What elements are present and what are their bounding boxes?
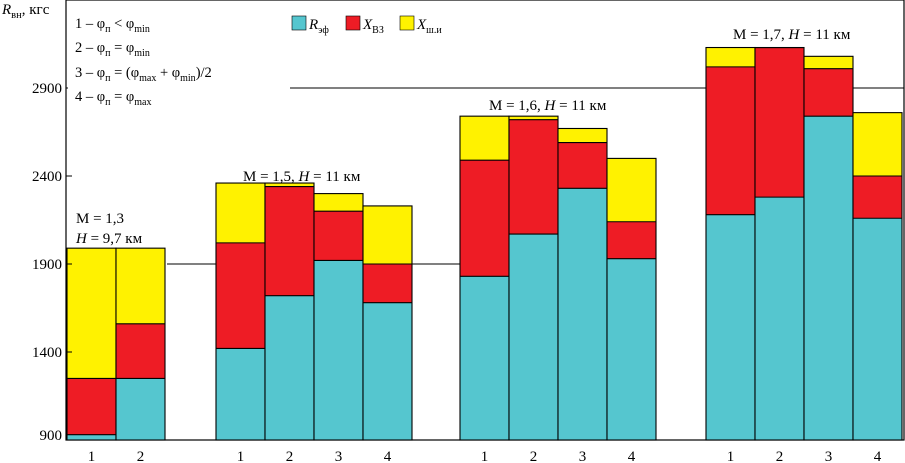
bar-segment-x-vz — [607, 221, 656, 259]
bar-segment-x-vz — [67, 378, 116, 435]
note-1: 1 – φп < φmin — [75, 16, 150, 35]
bar-segment-r-eff — [116, 378, 165, 440]
bar-outline — [115, 247, 166, 441]
legend-label-x-vz: XВЗ — [362, 17, 384, 36]
bar-segment-r-eff — [265, 295, 314, 440]
x-tick-label: 1 — [237, 449, 245, 463]
y-tick-label: 900 — [40, 428, 63, 444]
bar-segment-r-eff — [314, 260, 363, 440]
legend-background — [293, 12, 463, 42]
bar-segment-r-eff — [853, 218, 902, 440]
bar-segment-x-shi — [363, 205, 412, 264]
bar-segment-x-shi — [607, 158, 656, 222]
x-tick-label: 2 — [530, 449, 538, 463]
bar-outline — [362, 205, 413, 441]
bar-segment-r-eff — [804, 116, 853, 440]
x-tick-label: 4 — [628, 449, 636, 463]
x-axis-ticks: 1 2 1 2 3 4 1 2 3 4 1 2 3 4 — [88, 449, 882, 463]
x-tick-label: 2 — [286, 449, 294, 463]
bar-segment-x-vz — [116, 323, 165, 379]
legend-swatch-x-vz — [345, 15, 361, 31]
x-tick-label: 3 — [335, 449, 343, 463]
bar-segment-x-shi — [216, 183, 265, 243]
bar-segment-x-vz — [460, 160, 509, 277]
x-tick-label: 4 — [874, 449, 882, 463]
y-tick-label: 2400 — [32, 169, 62, 185]
bar-segment-r-eff — [509, 234, 558, 440]
y-axis-label: Rвн, кгс — [1, 2, 50, 21]
y-tick-label: 1400 — [32, 345, 62, 361]
bar-segment-x-vz — [706, 66, 755, 215]
bar-segment-x-shi — [509, 116, 558, 120]
legend-label-r-eff: Rэф — [308, 17, 329, 36]
bar-segment-r-eff — [706, 214, 755, 440]
bar-outline — [852, 112, 903, 441]
bar-segment-r-eff — [558, 188, 607, 440]
y-tick-label: 2900 — [32, 81, 62, 97]
x-tick-label: 3 — [579, 449, 587, 463]
bar-segment-x-vz — [314, 211, 363, 261]
bar-segment-x-vz — [558, 142, 607, 189]
bar-segment-x-shi — [804, 56, 853, 69]
note-2: 2 – φп = φmin — [75, 40, 150, 59]
y-tick-label: 1900 — [32, 257, 62, 273]
bar-segment-x-shi — [706, 47, 755, 67]
bar-segment-x-vz — [853, 176, 902, 219]
legend-swatch-x-shi — [399, 15, 415, 31]
note-4: 4 – φп = φmax — [75, 89, 152, 108]
notes-background — [68, 12, 290, 110]
bars-layer — [66, 46, 903, 441]
x-tick-label: 3 — [825, 449, 833, 463]
x-tick-label: 4 — [384, 449, 392, 463]
note-3: 3 – φп = (φmax + φmin)/2 — [75, 65, 212, 84]
x-tick-label: 2 — [776, 449, 784, 463]
y-axis-ticks: 900 1400 1900 2400 2900 — [32, 81, 72, 444]
bar-segment-x-shi — [314, 193, 363, 212]
group-label: M = 1,7, H = 11 км — [733, 27, 851, 43]
bar-segment-x-shi — [116, 248, 165, 324]
bar-segment-r-eff — [755, 197, 804, 440]
bar-segment-x-vz — [216, 242, 265, 349]
bar-segment-x-shi — [558, 128, 607, 143]
bar-segment-r-eff — [67, 434, 116, 440]
bar-segment-r-eff — [460, 276, 509, 440]
x-tick-label: 1 — [88, 449, 96, 463]
bar-segment-r-eff — [363, 302, 412, 440]
bar-segment-x-vz — [804, 68, 853, 117]
bar-segment-x-vz — [755, 47, 804, 198]
bar-segment-r-eff — [607, 258, 656, 440]
group-label: M = 1,5, H = 11 км — [243, 169, 361, 185]
notes: 1 – φп < φmin 2 – φп = φmin 3 – φп = (φm… — [68, 12, 290, 110]
bar-segment-x-vz — [265, 186, 314, 296]
legend-label-x-shi: Xш.и — [416, 17, 442, 36]
legend-swatch-r-eff — [291, 15, 307, 31]
bar-segment-x-shi — [67, 248, 116, 379]
legend: Rэф XВЗ Xш.и — [291, 12, 463, 42]
group-labels: M = 1,3 H = 9,7 км M = 1,5, H = 11 км M = 1… — [75, 27, 851, 247]
bar-segment-x-vz — [363, 264, 412, 303]
x-tick-label: 1 — [481, 449, 489, 463]
group-label: M = 1,3 — [76, 211, 124, 227]
bar-segment-x-shi — [460, 116, 509, 161]
x-tick-label: 2 — [137, 449, 145, 463]
bar-segment-r-eff — [216, 348, 265, 440]
group-label: M = 1,6, H = 11 км — [489, 98, 607, 114]
x-tick-label: 1 — [727, 449, 735, 463]
bar-segment-x-shi — [265, 183, 314, 187]
bar-segment-x-vz — [509, 119, 558, 235]
group-label: H = 9,7 км — [75, 231, 143, 247]
bar-outline — [606, 157, 657, 441]
bar-segment-x-shi — [853, 112, 902, 176]
